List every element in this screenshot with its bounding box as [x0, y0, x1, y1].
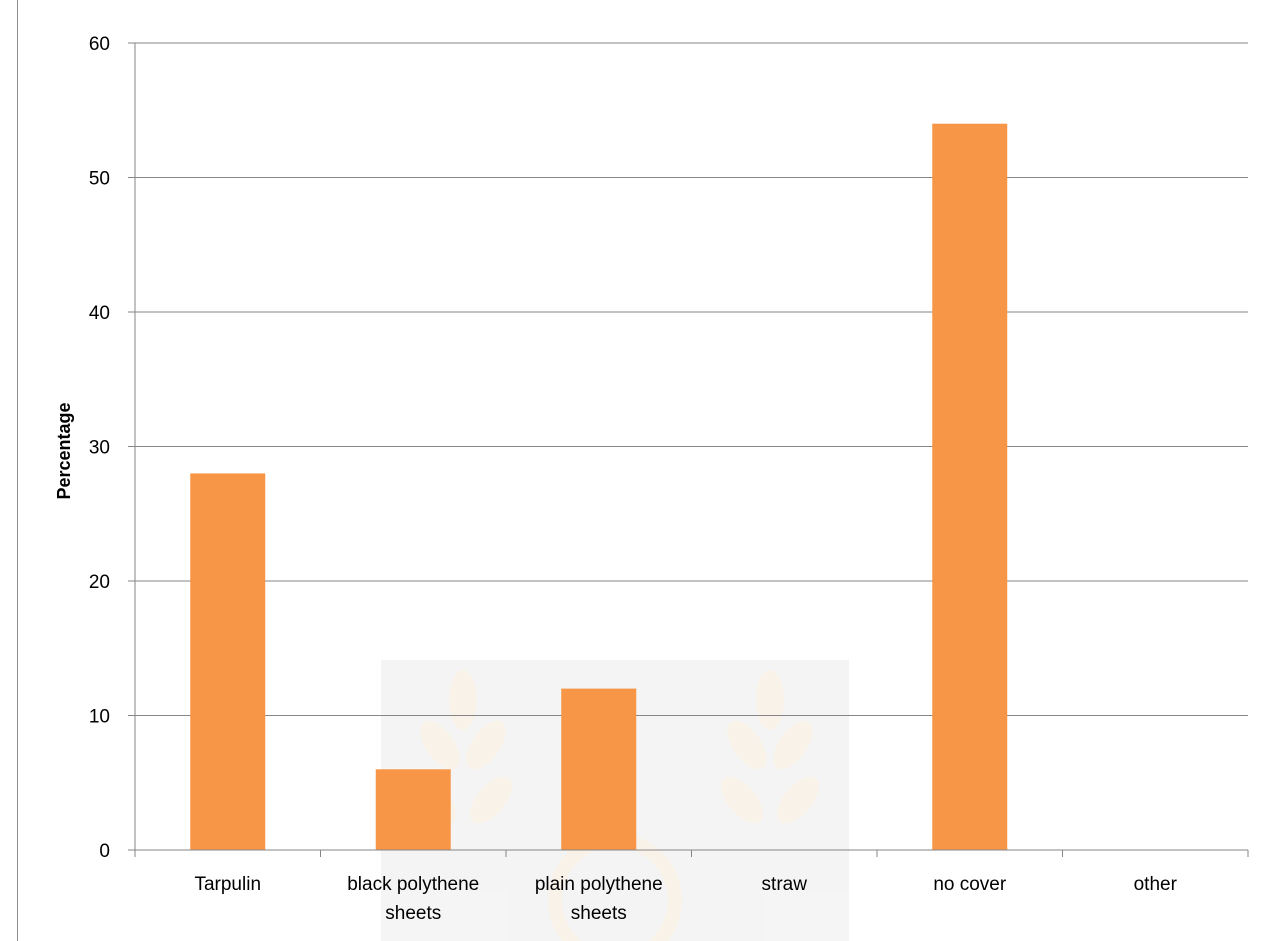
- y-tick-labels: 0 10 20 30 40 50 60: [89, 34, 110, 862]
- y-tick-label: 10: [89, 707, 110, 728]
- x-tick-label: Tarpulin: [194, 874, 261, 895]
- chart-frame: [17, 0, 1266, 941]
- gridlines: [128, 42, 1248, 851]
- y-tick-label: 0: [99, 841, 110, 862]
- watermark-logo: [381, 660, 849, 941]
- x-tick-labels: Tarpulin black polythene sheets plain polyt…: [194, 874, 1177, 924]
- x-tick-label: sheets: [385, 903, 441, 924]
- x-tick-label: plain polythene: [535, 874, 663, 895]
- x-tick-label: sheets: [571, 903, 627, 924]
- y-axis-title: Percentage: [54, 402, 74, 499]
- y-tick-label: 20: [89, 572, 110, 593]
- bar: [375, 769, 451, 850]
- x-tick-label: black polythene: [347, 874, 479, 895]
- axes: [134, 43, 1249, 857]
- y-tick-label: 30: [89, 438, 110, 459]
- y-tick-label: 50: [89, 169, 110, 190]
- bar: [190, 473, 266, 850]
- bar: [932, 123, 1008, 850]
- x-tick-label: straw: [762, 874, 808, 895]
- x-tick-label: no cover: [933, 874, 1007, 895]
- y-tick-label: 60: [89, 34, 110, 55]
- y-tick-label: 40: [89, 303, 110, 324]
- x-tick-label: other: [1134, 874, 1178, 895]
- bar: [561, 688, 637, 850]
- bars: [190, 123, 1008, 850]
